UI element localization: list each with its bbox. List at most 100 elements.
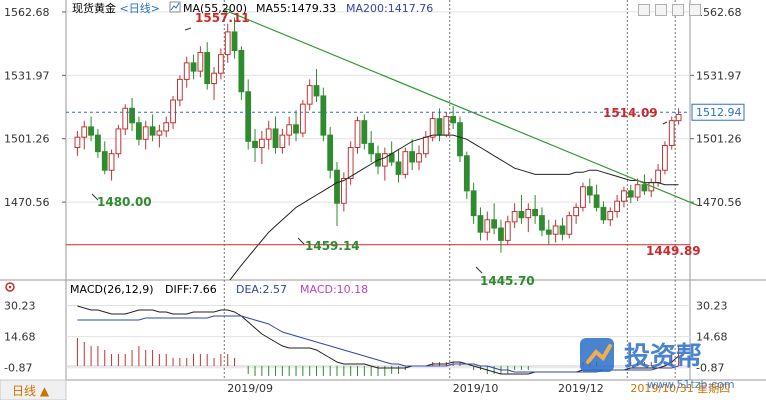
price-tick-label: 1501.26 — [696, 133, 742, 146]
candle-body — [136, 122, 142, 140]
price-tick-label: 1531.97 — [696, 69, 742, 82]
candle-body — [559, 225, 566, 235]
price-tick-label: 1562.68 — [4, 6, 50, 19]
candle-body — [176, 78, 183, 101]
current-price-label: 1512.94 — [696, 106, 742, 119]
candle-body — [504, 221, 511, 241]
candle-body — [607, 211, 614, 221]
candle-body — [115, 128, 122, 155]
legend-macd: MACD(26,12,9) DIFF:7.66 DEA:2.57 MACD:10… — [70, 283, 368, 296]
candle-body — [566, 215, 573, 235]
price-tick-label: 1531.97 — [4, 69, 50, 82]
candle-body — [580, 186, 586, 208]
candle-body — [457, 122, 463, 157]
candle-body — [190, 62, 197, 72]
window-layout-button[interactable] — [655, 4, 667, 16]
price-label: 1557.11 — [195, 11, 250, 25]
candle-body — [443, 116, 450, 136]
current-price-box — [691, 103, 745, 121]
ma55-line — [229, 134, 679, 280]
candle-body — [655, 169, 661, 184]
watermark: 投资帮 www.51tzb.com — [580, 338, 735, 391]
candle-body — [238, 49, 245, 93]
candle-body — [552, 225, 559, 235]
candle-body — [429, 118, 436, 138]
price-label-marker — [662, 121, 668, 125]
candle-body — [668, 120, 675, 146]
candle-body — [477, 215, 484, 233]
macd-tick-label: 30.23 — [696, 300, 728, 313]
candle-body — [491, 219, 498, 229]
price-axis-left: 1562.68 1531.97 1501.26 1470.56 30.23 14.68 -0… — [4, 6, 66, 375]
candle-body — [573, 206, 580, 217]
candle-body — [95, 134, 101, 153]
price-axis-right: 1562.68 1531.97 1501.26 1470.56 30.23 14.68 -0… — [690, 6, 742, 375]
macd-tick-label: -0.87 — [696, 362, 724, 375]
window-close-button[interactable] — [689, 4, 701, 16]
macd-label: MACD(26,12,9) — [70, 283, 154, 296]
time-label: 2019/10/31 星期四 — [630, 382, 730, 395]
candle-body — [347, 147, 354, 179]
price-label: 1449.89 — [646, 244, 701, 258]
price-tick-label: 1501.26 — [4, 133, 50, 146]
trendline-handle — [225, 8, 231, 14]
candle-body — [211, 72, 217, 85]
candle-body — [183, 62, 190, 80]
price-label: 1445.70 — [480, 274, 535, 288]
macd-dea-line — [77, 315, 679, 373]
candle-body — [381, 153, 388, 167]
candle-body — [88, 126, 94, 136]
candle-body — [422, 136, 429, 155]
candle-body — [313, 85, 320, 97]
window-restore-button[interactable] — [638, 4, 650, 16]
candle-body — [614, 200, 620, 213]
time-axis: 2019/09 2019/10 2019/10/31 星期四 2019/12 — [223, 0, 730, 395]
candle-body — [197, 52, 204, 72]
price-label: 1480.00 — [97, 195, 152, 209]
price-label-marker — [297, 237, 305, 245]
candle-body — [450, 116, 457, 124]
candle-body — [470, 190, 477, 217]
window-max-button[interactable] — [672, 4, 684, 16]
candle-body — [586, 186, 593, 196]
overlay-layer: 1512.94 — [66, 8, 745, 246]
candle-body — [436, 118, 443, 136]
time-label: 2019/12 — [558, 382, 604, 395]
candle-body — [320, 95, 327, 136]
settings-icon[interactable] — [5, 282, 15, 292]
price-labels: 1557.11 1480.00 1459.14 1445.70 1514.09 1449.… — [91, 11, 701, 288]
candle-body — [101, 151, 108, 171]
candle-body — [368, 142, 375, 155]
candle-body — [518, 211, 525, 219]
candle-body — [156, 130, 163, 136]
period-button-label[interactable]: 日线 ▲ — [12, 384, 50, 398]
price-label-marker — [475, 266, 483, 274]
candle-body — [149, 126, 156, 136]
candle-body — [354, 120, 361, 149]
candle-body — [402, 151, 409, 175]
candle-body — [545, 229, 552, 235]
candle-body — [299, 103, 306, 134]
price-tick-label: 1470.56 — [4, 196, 50, 209]
candle-body — [634, 184, 641, 198]
macd-diff-value: DIFF:7.66 — [165, 283, 217, 296]
candle-body — [675, 113, 682, 122]
candle-body — [252, 140, 258, 149]
candle-body — [231, 31, 238, 51]
svg-text:现货黄金 <日线>: 现货黄金 <日线> — [72, 1, 160, 15]
candle-body — [142, 126, 149, 140]
price-label: 1514.09 — [603, 106, 658, 120]
instrument-name: 现货黄金 — [72, 1, 116, 15]
candle-body — [334, 169, 340, 204]
candle-body — [340, 177, 347, 204]
macd-dea-value: DEA:2.57 — [236, 283, 287, 296]
macd-tick-label: 14.68 — [4, 331, 36, 344]
candle-body — [627, 190, 634, 198]
candle-body — [217, 54, 224, 74]
period-button[interactable]: 日线 ▲ — [0, 379, 67, 400]
candle-body — [224, 31, 231, 56]
candle-body — [621, 190, 627, 202]
candle-body — [484, 219, 491, 233]
candle-body — [600, 206, 607, 221]
